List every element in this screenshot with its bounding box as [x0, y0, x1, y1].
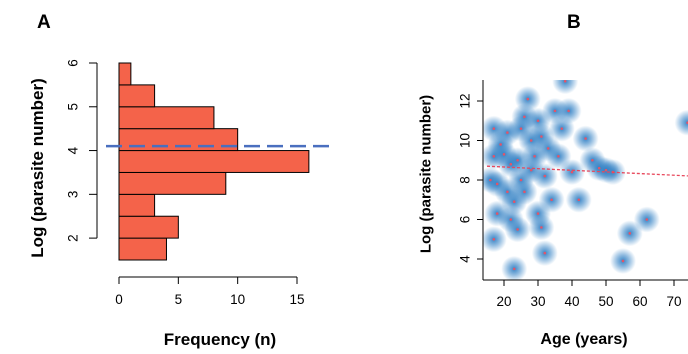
- scatter-point: [526, 97, 530, 101]
- scatter-point: [536, 212, 540, 215]
- y-tick-label: 5: [66, 103, 81, 111]
- x-tick-label: 5: [175, 292, 183, 307]
- x-tick-label: 10: [230, 292, 245, 307]
- panel-a: A 2 3 4 5 6 0 5 10 15 Log (parasite number) Freq…: [28, 12, 330, 349]
- histogram-bar: [118, 171, 227, 195]
- scatter-point: [502, 153, 506, 156]
- histogram-bar: [118, 106, 215, 130]
- y-tick-label: 2: [66, 234, 81, 242]
- trend-line: [486, 165, 688, 177]
- histogram-bar: [118, 84, 156, 108]
- scatter-point: [495, 212, 499, 215]
- scatter-point: [540, 135, 543, 138]
- plot-area: [483, 80, 688, 280]
- scatter-point: [512, 200, 516, 204]
- scatter-point: [492, 155, 496, 158]
- panel-b: B 4 6 8 10 12 20 30 40 50 60 70 Log (parasite numb…: [344, 0, 688, 354]
- scatter-point: [506, 190, 509, 194]
- panel-a-letter: A: [37, 12, 51, 33]
- scatter-point: [550, 198, 553, 202]
- scatter-point: [519, 127, 523, 130]
- x-tick-label: 30: [530, 294, 545, 309]
- y-tick-label: 4: [66, 146, 81, 154]
- x-tick-label: 15: [289, 292, 304, 307]
- x-tick-label: 0: [115, 292, 123, 307]
- scatter-point: [523, 115, 526, 119]
- x-tick-label: 70: [666, 294, 681, 309]
- scatter-point: [621, 259, 625, 263]
- histogram-bar: [118, 215, 179, 239]
- y-tick-label: 4: [458, 255, 473, 263]
- scatter-point: [628, 232, 632, 235]
- scatter-point: [604, 168, 608, 172]
- histogram-chart: 2 3 4 5 6 0 5 10 15: [66, 59, 330, 307]
- x-tick-label: 60: [632, 294, 647, 309]
- histogram-bar: [118, 193, 156, 217]
- y-axis-title: Log (parasite number): [417, 94, 435, 254]
- scatter-point-glow: [552, 80, 579, 95]
- scatter-point-glow: [674, 109, 688, 136]
- y-tick-label: 6: [458, 216, 473, 224]
- scatter-point: [533, 155, 536, 158]
- scatter-point: [645, 218, 649, 221]
- y-tick-label: 10: [458, 133, 473, 148]
- x-tick-label: 50: [598, 294, 613, 309]
- scatter-point: [597, 166, 601, 170]
- scatter-point: [523, 190, 526, 194]
- scatter-point: [557, 155, 560, 158]
- scatter-point: [540, 226, 543, 229]
- x-axis-title: Frequency (n): [163, 330, 277, 349]
- y-tick-label: 3: [66, 191, 81, 199]
- y-tick-label: 8: [458, 176, 473, 184]
- scatter-point: [543, 251, 547, 255]
- x-tick-label: 40: [564, 294, 579, 309]
- scatter-point: [536, 119, 540, 123]
- y-tick-label: 12: [458, 93, 473, 108]
- scatter-point: [516, 158, 519, 162]
- scatter-point: [567, 109, 570, 113]
- histogram-bar: [118, 237, 167, 261]
- scatter-point: [492, 237, 496, 241]
- scatter-point: [519, 178, 523, 182]
- scatter-point: [492, 127, 496, 130]
- scatter-point: [489, 178, 492, 182]
- scatter-point: [495, 182, 499, 186]
- scatter-point: [516, 228, 519, 231]
- histogram-bar: [118, 62, 132, 86]
- x-tick-label: 20: [496, 294, 511, 309]
- scatter-point: [553, 109, 557, 113]
- scatter-point: [529, 168, 533, 172]
- scatter-point: [543, 174, 547, 178]
- scatter-point: [546, 147, 550, 150]
- scatter-point: [499, 143, 502, 146]
- scatter-point: [509, 218, 513, 221]
- scatter-point: [570, 170, 574, 174]
- scatter-point: [577, 198, 581, 202]
- scatter-point: [591, 158, 594, 162]
- scatter-point: [560, 127, 564, 130]
- scatter-chart: 4 6 8 10 12 20 30 40 50 60 70: [458, 80, 688, 309]
- scatter-point: [509, 162, 513, 166]
- scatter-point: [512, 267, 516, 271]
- scatter-point: [563, 80, 567, 83]
- scatter-point: [584, 137, 587, 140]
- histogram-bar: [118, 150, 310, 173]
- y-tick-label: 6: [66, 59, 81, 67]
- scatter-point: [506, 131, 509, 134]
- scatter-point: [529, 139, 533, 142]
- y-axis-title: Log (parasite number): [28, 78, 47, 258]
- x-axis-title: Age (years): [540, 331, 628, 348]
- panel-b-letter: B: [567, 12, 581, 33]
